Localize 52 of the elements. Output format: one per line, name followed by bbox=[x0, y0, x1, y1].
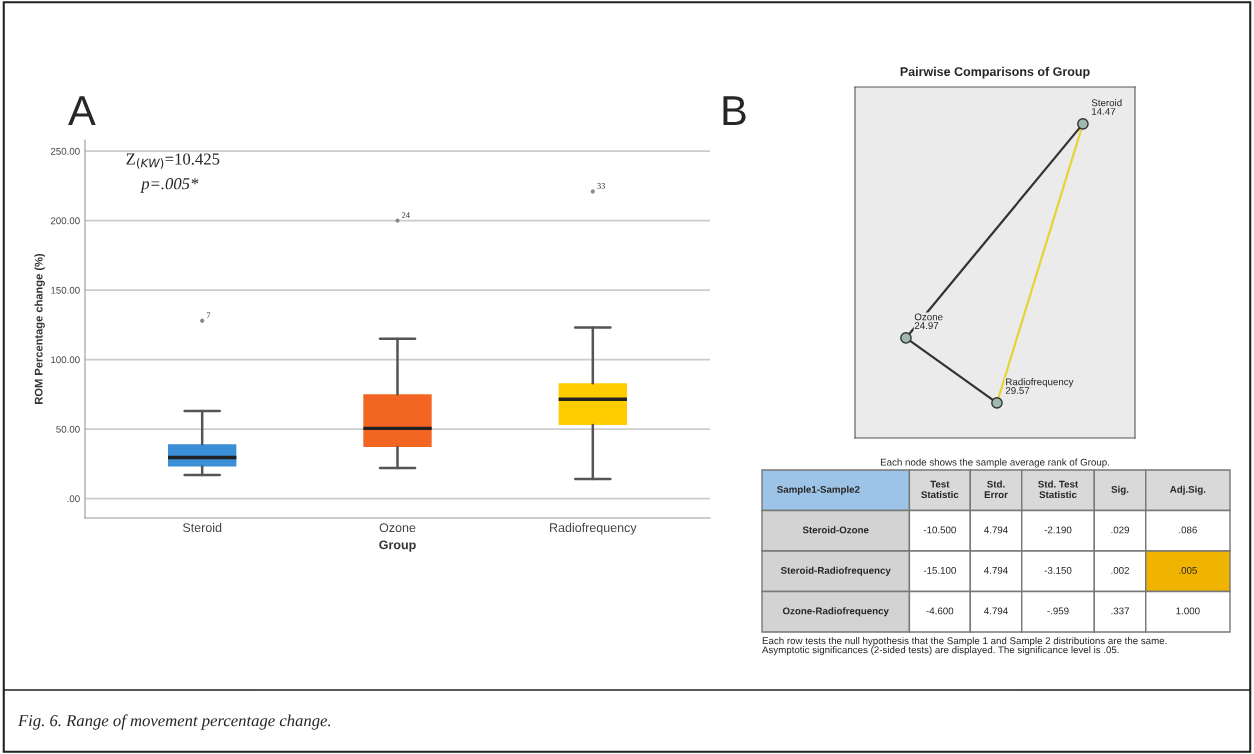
text: -2.190 bbox=[1044, 526, 1072, 534]
category-label: Radiofrequency bbox=[1006, 378, 1074, 388]
text: Each node shows the sample average rank of Group. bbox=[880, 458, 1109, 468]
text: Sample1-Sample2 bbox=[777, 485, 860, 495]
text: Sig. bbox=[1111, 485, 1129, 495]
data-label: 14.47 bbox=[1092, 108, 1116, 115]
y-tick-label: .00 bbox=[67, 495, 80, 503]
annotation: p=.005* bbox=[140, 178, 199, 193]
annotation: Z$_{(KW)}$=10.425 bbox=[126, 153, 220, 169]
annotation: 7 bbox=[206, 312, 211, 318]
text: 4.794 bbox=[984, 526, 1008, 534]
text: Adj.Sig. bbox=[1170, 485, 1206, 495]
text: .002 bbox=[1111, 566, 1129, 574]
text: Steroid-Ozone bbox=[802, 526, 869, 534]
chart-title: A bbox=[68, 96, 96, 125]
data-label: 24.97 bbox=[914, 322, 939, 330]
text: .086 bbox=[1179, 526, 1197, 534]
text: -15.100 bbox=[923, 566, 956, 574]
y-tick-label: 250.00 bbox=[50, 147, 80, 155]
data-label: 29.57 bbox=[1005, 387, 1030, 394]
caption: Fig. 6. Range of movement percentage change. bbox=[17, 714, 331, 730]
text: Steroid-Radiofrequency bbox=[780, 566, 891, 576]
annotation: 24 bbox=[402, 212, 410, 218]
x-tick-label: Steroid bbox=[182, 522, 222, 533]
y-axis-title: ROM Percentage change (%) bbox=[34, 253, 45, 404]
text: .029 bbox=[1111, 526, 1130, 534]
category-label: Ozone bbox=[914, 313, 943, 321]
category-label: Steroid bbox=[1091, 99, 1122, 107]
y-tick-label: 150.00 bbox=[51, 286, 80, 294]
text: Test Statistic bbox=[921, 480, 959, 499]
y-tick-label: 100.00 bbox=[51, 356, 80, 364]
text: Std. Error bbox=[984, 480, 1008, 499]
text: -4.600 bbox=[926, 607, 954, 615]
text: 1.000 bbox=[1176, 607, 1200, 615]
text: Std. Test Statistic bbox=[1038, 480, 1079, 499]
text: 4.794 bbox=[984, 566, 1008, 574]
text: -10.500 bbox=[923, 526, 956, 534]
x-axis-title: Group bbox=[379, 540, 416, 552]
annotation: 33 bbox=[597, 183, 605, 189]
y-tick-label: 200.00 bbox=[50, 217, 80, 225]
y-tick-label: 50.00 bbox=[56, 425, 80, 433]
text: Pairwise Comparisons of Group bbox=[900, 66, 1090, 79]
text: B bbox=[723, 96, 746, 125]
text: -.959 bbox=[1047, 607, 1069, 615]
text: 4.794 bbox=[984, 607, 1008, 615]
text: .337 bbox=[1111, 607, 1129, 615]
x-tick-label: Radiofrequency bbox=[550, 522, 637, 535]
text: Ozone-Radiofrequency bbox=[782, 607, 889, 617]
text: -3.150 bbox=[1044, 566, 1072, 574]
x-tick-label: Ozone bbox=[379, 523, 416, 533]
text: Each row tests the null hypothesis that the Sample 1 and Sample 2 distributions are the same. Asymptotic significances (2-sided tests) are displayed. The significance level is .05. bbox=[762, 637, 1167, 656]
text: .005 bbox=[1179, 566, 1197, 574]
